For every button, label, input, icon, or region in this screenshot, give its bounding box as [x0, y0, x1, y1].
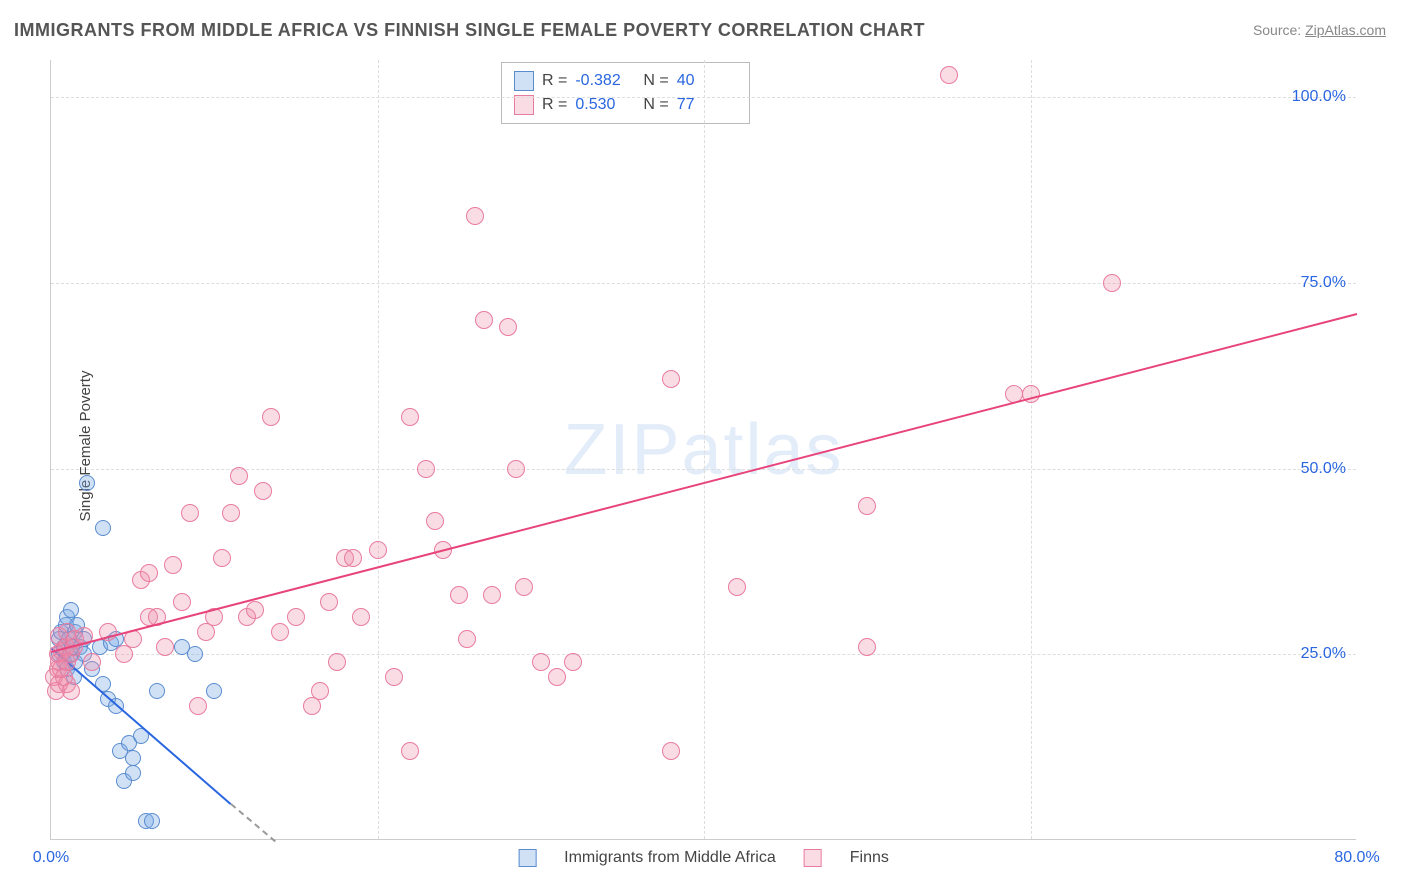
ytick-label: 50.0%	[1301, 460, 1346, 478]
series-name-0: Immigrants from Middle Africa	[564, 849, 776, 867]
scatter-point	[328, 653, 346, 671]
ytick-label: 75.0%	[1301, 274, 1346, 292]
scatter-point	[187, 646, 203, 662]
scatter-point	[246, 601, 264, 619]
scatter-point	[483, 586, 501, 604]
scatter-point	[466, 207, 484, 225]
scatter-point	[352, 608, 370, 626]
plot-area: ZIPatlas R = -0.382 N = 40 R = 0.530 N =…	[50, 60, 1356, 840]
gridline-v	[1031, 60, 1032, 839]
scatter-point	[499, 318, 517, 336]
scatter-point	[144, 813, 160, 829]
r-value-0: -0.382	[575, 69, 635, 93]
xtick-label: 80.0%	[1334, 849, 1379, 867]
scatter-point	[344, 549, 362, 567]
scatter-point	[173, 593, 191, 611]
scatter-point	[213, 549, 231, 567]
scatter-point	[125, 750, 141, 766]
xtick-label: 0.0%	[33, 849, 69, 867]
ytick-label: 100.0%	[1292, 88, 1346, 106]
trend-line-extrapolation	[230, 803, 275, 842]
scatter-point	[662, 742, 680, 760]
scatter-point	[450, 586, 468, 604]
scatter-point	[206, 683, 222, 699]
series-swatch-1b	[804, 849, 822, 867]
scatter-point	[62, 682, 80, 700]
scatter-point	[858, 497, 876, 515]
scatter-point	[95, 520, 111, 536]
ytick-label: 25.0%	[1301, 645, 1346, 663]
series-swatch-0	[514, 71, 534, 91]
scatter-point	[271, 623, 289, 641]
scatter-point	[728, 578, 746, 596]
series-name-1: Finns	[850, 849, 889, 867]
scatter-point	[164, 556, 182, 574]
scatter-point	[79, 475, 95, 491]
scatter-point	[369, 541, 387, 559]
n-value-0: 40	[677, 69, 737, 93]
scatter-point	[181, 504, 199, 522]
n-label: N =	[643, 69, 668, 93]
scatter-point	[254, 482, 272, 500]
trend-line	[50, 647, 231, 805]
scatter-point	[385, 668, 403, 686]
scatter-point	[262, 408, 280, 426]
scatter-point	[515, 578, 533, 596]
scatter-point	[401, 742, 419, 760]
scatter-point	[230, 467, 248, 485]
scatter-point	[189, 697, 207, 715]
gridline-v	[378, 60, 379, 839]
scatter-point	[426, 512, 444, 530]
scatter-point	[1103, 274, 1121, 292]
scatter-point	[311, 682, 329, 700]
scatter-point	[507, 460, 525, 478]
scatter-point	[320, 593, 338, 611]
scatter-point	[458, 630, 476, 648]
source-attribution: Source: ZipAtlas.com	[1253, 22, 1386, 38]
chart-container: IMMIGRANTS FROM MIDDLE AFRICA VS FINNISH…	[0, 0, 1406, 892]
scatter-point	[63, 602, 79, 618]
scatter-point	[156, 638, 174, 656]
scatter-point	[83, 653, 101, 671]
scatter-point	[287, 608, 305, 626]
scatter-point	[475, 311, 493, 329]
series-legend: Immigrants from Middle Africa Finns	[518, 849, 889, 867]
correlation-legend: R = -0.382 N = 40 R = 0.530 N = 77	[501, 62, 750, 124]
r-label: R =	[542, 69, 567, 93]
scatter-point	[140, 564, 158, 582]
scatter-point	[149, 683, 165, 699]
scatter-point	[125, 765, 141, 781]
scatter-point	[858, 638, 876, 656]
gridline-v	[704, 60, 705, 839]
scatter-point	[548, 668, 566, 686]
scatter-point	[564, 653, 582, 671]
chart-title: IMMIGRANTS FROM MIDDLE AFRICA VS FINNISH…	[14, 20, 925, 41]
scatter-point	[662, 370, 680, 388]
scatter-point	[401, 408, 419, 426]
source-link[interactable]: ZipAtlas.com	[1305, 22, 1386, 38]
scatter-point	[222, 504, 240, 522]
scatter-point	[417, 460, 435, 478]
series-swatch-0b	[518, 849, 536, 867]
scatter-point	[532, 653, 550, 671]
scatter-point	[940, 66, 958, 84]
source-label: Source:	[1253, 22, 1305, 38]
